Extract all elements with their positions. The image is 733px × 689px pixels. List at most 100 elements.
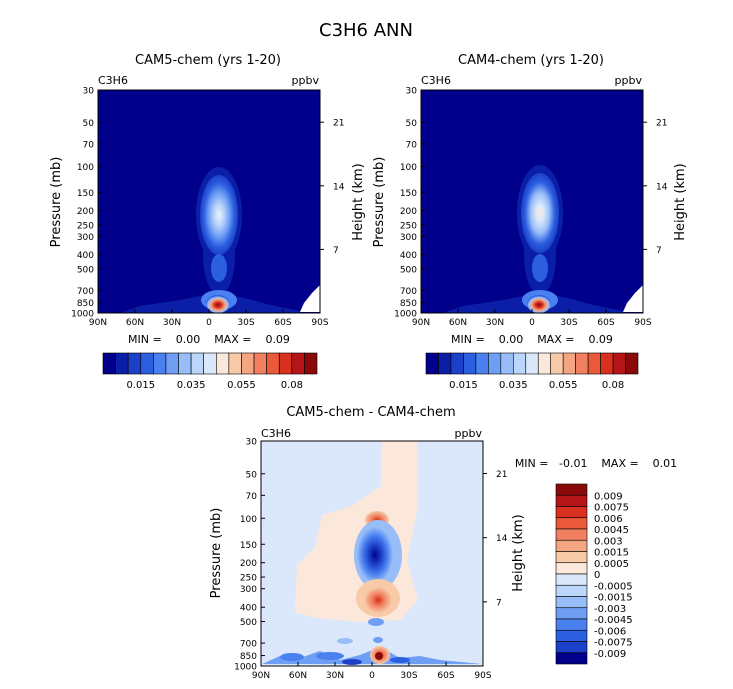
y-tick-label: 100 [240,515,257,525]
colorbar-swatch [525,352,539,375]
y-axis-label: Pressure (mb) [49,157,64,248]
colorbar-swatch [555,494,588,507]
y-tick-label: 50 [246,470,258,480]
y-tick-label: 400 [400,251,417,261]
colorbar-swatch [241,352,255,375]
y-tick-label: 500 [77,265,94,275]
colorbar-label: 0.08 [602,380,624,391]
x-tick-label: 90S [634,318,651,328]
colorbar-swatch [475,352,489,375]
y-tick-label: 300 [77,233,94,243]
y-tick-label: 30 [246,438,258,448]
y2-axis-label: Height (km) [673,163,688,240]
colorbar-label: 0.055 [549,380,578,391]
colorbar-swatch [555,506,588,519]
colorbar-swatch [512,352,527,375]
colorbar-swatch [555,528,588,541]
colorbar-swatch [625,352,639,375]
variable-label: C3H6 [421,74,451,87]
colorbar-label: 0.006 [594,514,623,525]
y2-tick-label: 14 [656,182,668,192]
y-tick-label: 250 [77,221,94,231]
colorbar-swatch [555,641,588,654]
colorbar-swatch [425,352,439,375]
colorbar-label: 0.0005 [594,559,629,570]
x-tick-label: 30N [326,671,344,681]
colorbar-swatch [438,352,452,375]
y-tick-label: 500 [240,618,257,628]
y-tick-label: 30 [83,87,95,97]
y2-tick-label: 7 [496,598,502,608]
x-tick-label: 60N [449,318,467,328]
stats-label: MIN = -0.01 MAX = 0.01 [515,457,677,470]
colorbar-swatch [587,352,601,375]
colorbar-label: 0.003 [594,536,623,547]
contour-field [98,90,320,313]
figure-title: C3H6 ANN [319,20,413,41]
y-tick-label: 1000 [394,310,417,320]
panel-difference: CAM5-chem - CAM4-chem C3H6 ppbv MIN = -0… [209,405,677,681]
y-tick-label: 250 [240,574,257,584]
colorbar-swatch [500,352,514,375]
y-tick-label: 150 [240,541,257,551]
colorbar-swatch [555,618,588,631]
y2-tick-label: 7 [333,246,339,256]
y-tick-label: 700 [400,287,417,297]
colorbar-swatch [488,352,502,375]
colorbar-label: 0.009 [594,491,623,502]
colorbar-swatch [203,352,217,375]
y2-tick-label: 14 [333,182,345,192]
x-tick-label: 90N [412,318,430,328]
x-tick-label: 30N [486,318,504,328]
y2-tick-label: 21 [496,470,507,480]
colorbar-swatch [555,584,588,597]
y-tick-label: 300 [400,233,417,243]
y-tick-label: 70 [246,492,258,502]
colorbar-swatch [575,352,589,375]
colorbar-swatch [127,352,142,375]
colorbar-swatch [304,352,318,375]
colorbar-label: -0.006 [594,626,626,637]
y2-tick-label: 14 [496,534,508,544]
panel-cam4: CAM4-chem (yrs 1-20) C3H6 ppbv MIN = 0.0… [372,53,688,391]
y-tick-label: 300 [240,585,257,595]
x-tick-label: 90S [311,318,328,328]
x-tick-label: 30S [400,671,417,681]
y-tick-label: 100 [400,163,417,173]
x-tick-label: 60N [126,318,144,328]
colorbar-swatch [215,352,230,375]
y-tick-label: 850 [400,299,417,309]
x-tick-label: 0 [529,318,535,328]
y-tick-label: 1000 [71,310,94,320]
colorbar-swatch [153,352,167,375]
colorbar-swatch [537,352,552,375]
units-label: ppbv [292,74,320,87]
colorbar-swatch [555,573,588,586]
x-tick-label: 0 [369,671,375,681]
x-tick-label: 90N [252,671,270,681]
colorbar-swatch [555,596,588,609]
colorbar-swatch [253,352,267,375]
y-tick-label: 700 [240,640,257,650]
colorbar-swatch [463,352,477,375]
x-tick-label: 60S [597,318,614,328]
variable-label: C3H6 [261,427,291,440]
contour-field [421,90,643,313]
contour-field [261,441,483,666]
colorbar-swatch [555,517,588,530]
colorbar-swatch [115,352,129,375]
panel-title: CAM4-chem (yrs 1-20) [458,53,604,68]
colorbar-swatch [165,352,179,375]
colorbar-swatch [555,551,588,564]
y-tick-label: 1000 [234,663,257,673]
colorbar-label: 0.0015 [594,548,629,559]
panel-title: CAM5-chem - CAM4-chem [286,405,455,420]
colorbar-label: -0.0075 [594,638,633,649]
colorbar-swatch [102,352,116,375]
colorbar-swatch [555,629,588,642]
colorbar-swatch [140,352,154,375]
y-tick-label: 50 [83,119,95,129]
colorbar-swatch [278,352,293,375]
y2-tick-label: 21 [656,119,667,129]
y-tick-label: 150 [77,189,94,199]
